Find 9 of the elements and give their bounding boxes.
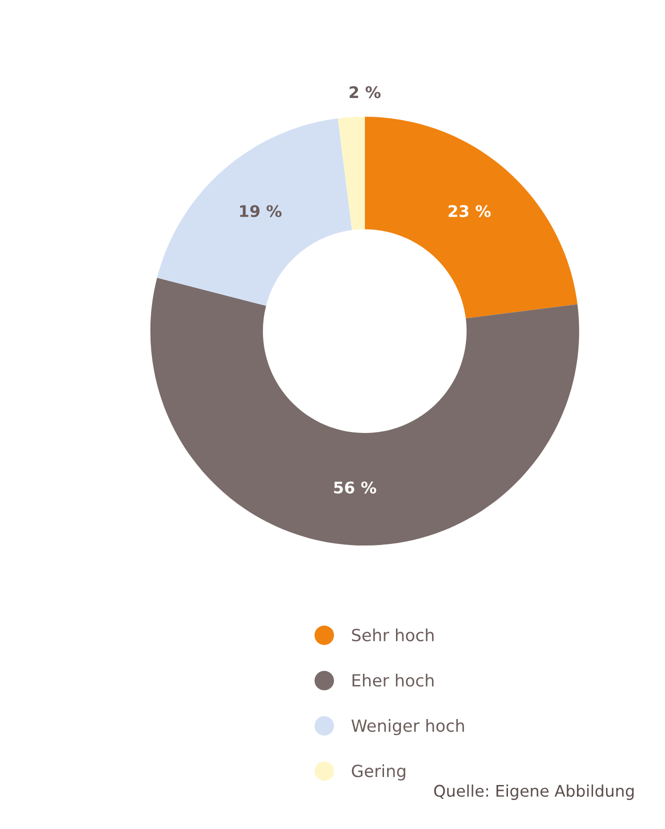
source-note: Quelle: Eigene Abbildung bbox=[434, 784, 634, 800]
legend-label: Gering bbox=[352, 764, 406, 780]
legend-label: Eher hoch bbox=[352, 674, 434, 687]
legend-label: Weniger hoch bbox=[351, 719, 464, 736]
data-label: 56 % bbox=[334, 481, 376, 494]
legend-label: Sehr hoch bbox=[352, 628, 434, 642]
data-label: 19 % bbox=[240, 205, 282, 218]
data-label: 23 % bbox=[448, 205, 491, 218]
data-label: 2 % bbox=[350, 86, 381, 98]
